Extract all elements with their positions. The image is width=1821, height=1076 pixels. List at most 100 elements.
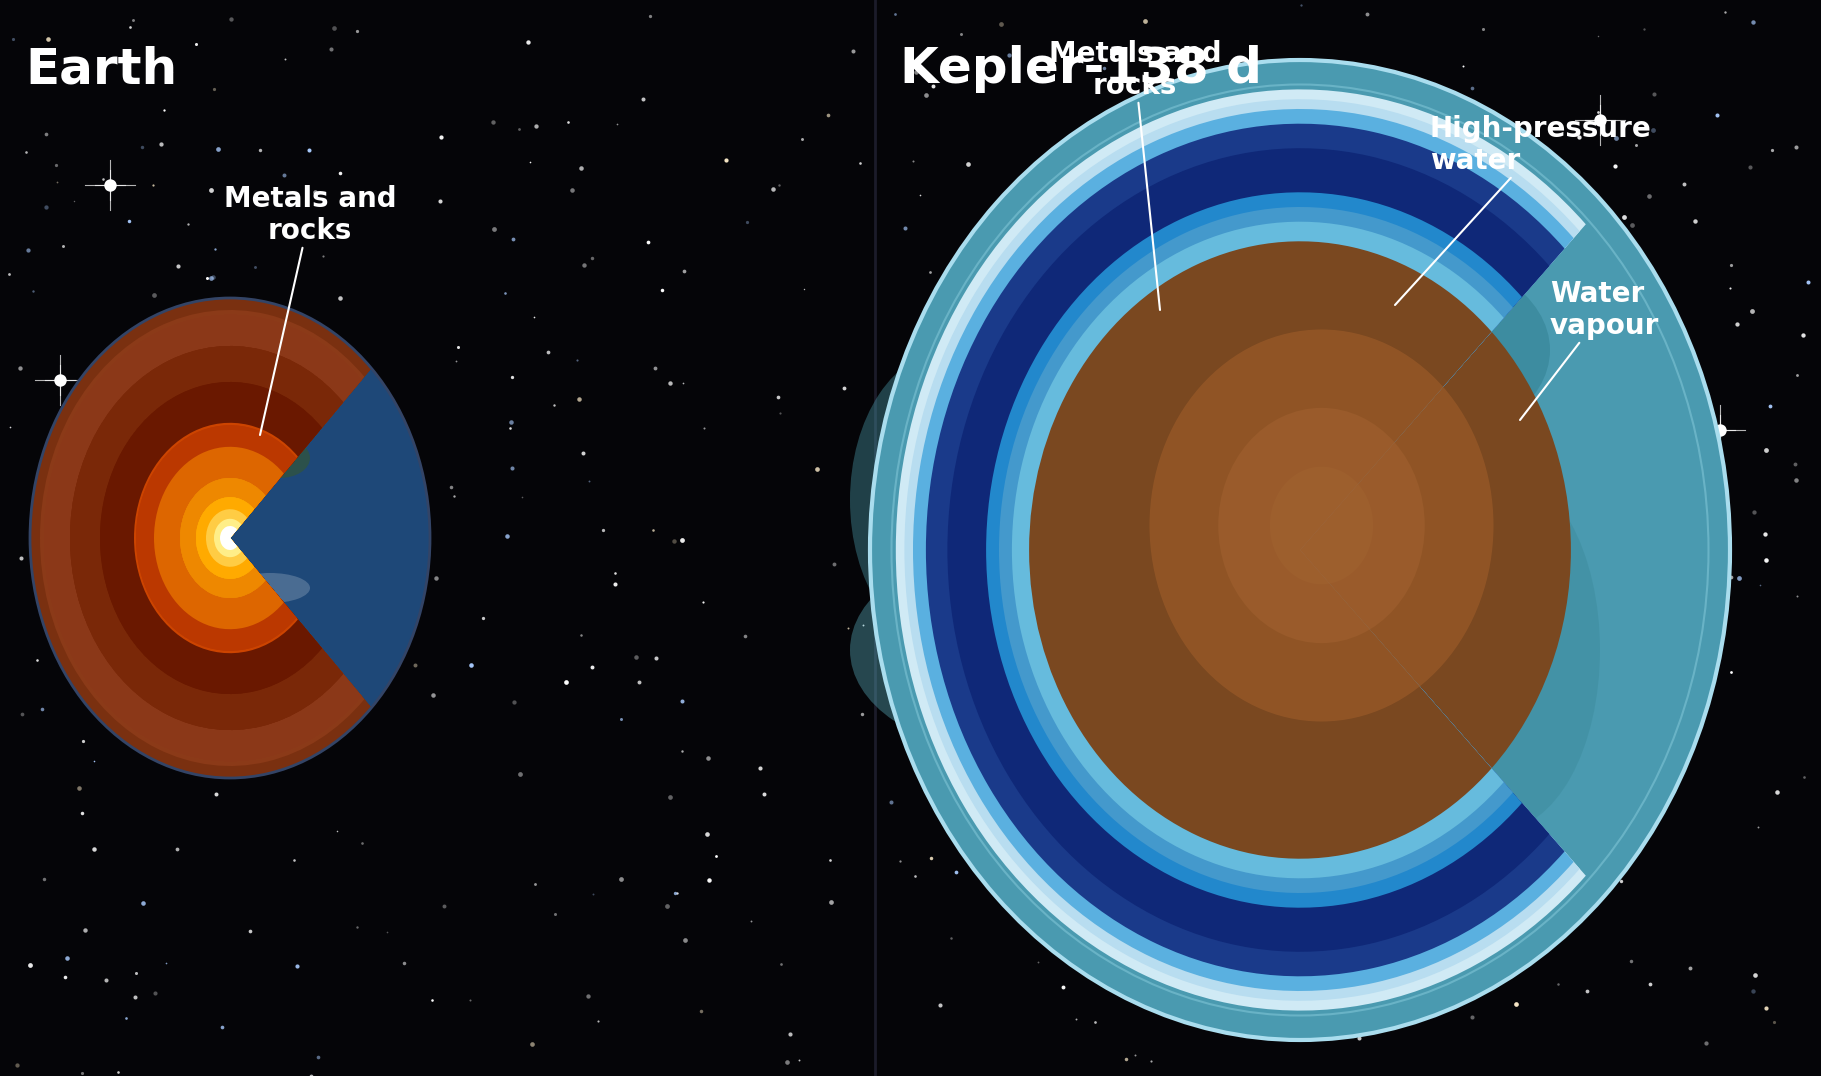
Point xyxy=(1329,981,1358,999)
Point xyxy=(1602,575,1632,592)
Point xyxy=(302,1048,331,1065)
Point xyxy=(127,894,157,911)
Point xyxy=(479,221,508,238)
Wedge shape xyxy=(160,454,279,622)
Point xyxy=(1484,536,1513,553)
Point xyxy=(111,1009,140,1027)
Point xyxy=(785,1051,814,1068)
Wedge shape xyxy=(912,109,1573,991)
Point xyxy=(300,183,330,200)
Point xyxy=(138,634,168,651)
Point xyxy=(1096,631,1125,648)
Point xyxy=(776,1025,805,1043)
Point xyxy=(1100,365,1129,382)
Point xyxy=(198,269,228,286)
Point xyxy=(1495,138,1524,155)
Point xyxy=(881,5,910,23)
Point xyxy=(1450,57,1479,74)
Point xyxy=(577,250,606,267)
Point xyxy=(1344,255,1373,272)
Point xyxy=(890,218,920,236)
Point xyxy=(628,90,657,108)
Point xyxy=(95,176,124,194)
Point xyxy=(197,181,226,198)
Point xyxy=(126,734,155,751)
Point xyxy=(980,466,1009,483)
Point xyxy=(31,198,60,215)
Ellipse shape xyxy=(226,633,295,683)
Point xyxy=(1107,438,1136,455)
Point xyxy=(758,180,787,197)
Point xyxy=(1759,1014,1788,1031)
Point xyxy=(918,77,947,95)
Point xyxy=(1049,775,1078,792)
Point xyxy=(42,173,71,190)
Point xyxy=(1468,20,1497,38)
Wedge shape xyxy=(197,497,255,579)
Text: Kepler-138 d: Kepler-138 d xyxy=(900,45,1262,93)
Point xyxy=(239,401,268,419)
Point xyxy=(169,557,198,575)
Wedge shape xyxy=(137,425,297,651)
Point xyxy=(164,671,193,689)
Point xyxy=(439,487,468,505)
Wedge shape xyxy=(1029,241,1491,859)
Wedge shape xyxy=(29,298,371,778)
Point xyxy=(397,556,426,574)
Point xyxy=(925,996,954,1014)
Point xyxy=(29,870,58,888)
Point xyxy=(921,285,951,302)
Point xyxy=(1606,873,1635,890)
Point xyxy=(282,958,311,975)
Point xyxy=(565,390,594,407)
Point xyxy=(497,369,526,386)
Point xyxy=(1623,136,1652,153)
Point xyxy=(1542,976,1572,993)
Point xyxy=(637,521,666,538)
Point xyxy=(140,983,169,1001)
Text: Metals and
rocks: Metals and rocks xyxy=(224,185,397,435)
Wedge shape xyxy=(896,89,1586,1010)
Point xyxy=(1255,714,1284,732)
Point xyxy=(1140,643,1169,661)
Point xyxy=(497,413,526,430)
Point xyxy=(1633,187,1663,204)
Point xyxy=(499,230,528,247)
Point xyxy=(5,359,35,377)
Wedge shape xyxy=(180,478,266,598)
Point xyxy=(1264,935,1293,952)
Point xyxy=(1612,859,1641,876)
Point xyxy=(1136,1053,1165,1071)
Ellipse shape xyxy=(29,298,430,778)
Point xyxy=(1389,957,1419,974)
Wedge shape xyxy=(220,526,237,550)
Point xyxy=(0,31,27,48)
Point xyxy=(947,25,976,42)
Point xyxy=(1131,351,1160,368)
Point xyxy=(80,752,109,769)
Point xyxy=(1266,252,1295,269)
Point xyxy=(1582,28,1612,45)
Point xyxy=(1156,479,1185,496)
Point xyxy=(457,656,486,674)
Point xyxy=(1187,350,1216,367)
Point xyxy=(1093,866,1122,883)
Point xyxy=(1648,419,1677,436)
Point xyxy=(1739,504,1768,521)
Point xyxy=(1187,591,1216,608)
Point xyxy=(319,19,348,37)
Point xyxy=(69,527,98,544)
Point xyxy=(901,868,931,886)
Ellipse shape xyxy=(200,668,300,728)
Point xyxy=(217,11,246,28)
Point xyxy=(1783,366,1812,383)
Point xyxy=(916,849,945,866)
Point xyxy=(1531,778,1561,795)
Point xyxy=(1615,595,1644,612)
Point xyxy=(1007,364,1036,381)
Point xyxy=(982,551,1011,568)
Point xyxy=(1490,619,1519,636)
Point xyxy=(712,152,741,169)
Point xyxy=(1120,1046,1149,1063)
Wedge shape xyxy=(217,521,240,555)
